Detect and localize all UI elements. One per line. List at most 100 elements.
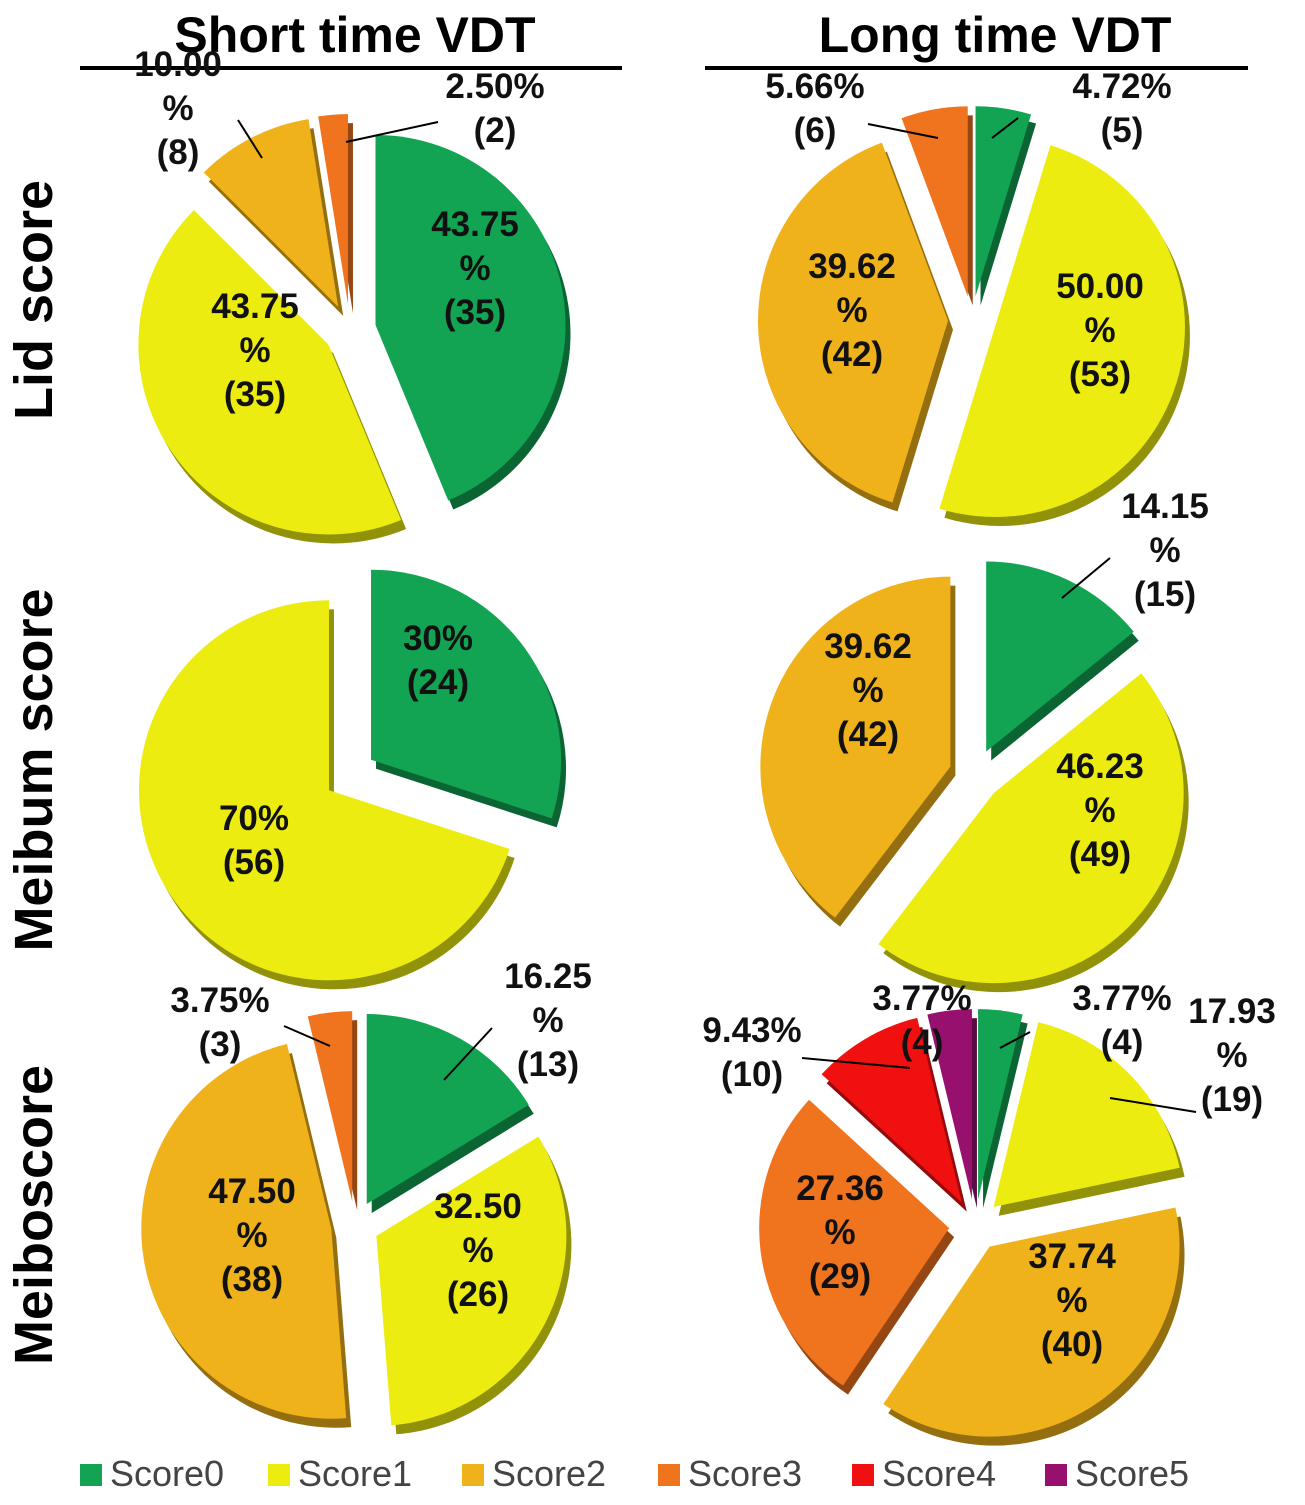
slice-label-score2: (40) bbox=[1041, 1325, 1103, 1364]
slice-label-score1: % bbox=[1084, 791, 1115, 830]
leader-line bbox=[801, 1057, 911, 1069]
leader-line bbox=[999, 1031, 1031, 1049]
slice-score1 bbox=[376, 1136, 567, 1426]
slice-label-score2: % bbox=[852, 671, 883, 710]
slice-score0 bbox=[975, 106, 1032, 297]
row-title-meibum: Meibum score bbox=[4, 588, 64, 951]
slice-score0 bbox=[375, 134, 566, 501]
slice-label-score2: % bbox=[1056, 1281, 1087, 1320]
slice-label-score4: 9.43% bbox=[702, 1011, 801, 1050]
slice-label-score0: 16.25 bbox=[504, 957, 592, 996]
slice-score1 bbox=[993, 1022, 1180, 1207]
slice-label-score0: (4) bbox=[1101, 1023, 1144, 1062]
slice-score3 bbox=[307, 1011, 353, 1202]
pie-4: 14.15% (15) 46.23% (49) 39.62% (42) bbox=[760, 487, 1209, 993]
slice-label-score0: 4.72% bbox=[1072, 67, 1171, 106]
row-title-lid: Lid score bbox=[4, 180, 64, 420]
column-title-short: Short time VDT bbox=[174, 7, 535, 63]
slice-label-score1: 17.93 bbox=[1188, 992, 1276, 1031]
leader-line bbox=[345, 121, 439, 143]
slice-label-score2: 39.62 bbox=[808, 247, 896, 286]
slice-label-score3: 2.50% bbox=[445, 67, 544, 106]
pie-3: 30% (24) 70% (56) bbox=[138, 569, 567, 990]
leader-line bbox=[1109, 1097, 1197, 1113]
slice-label-score1: (49) bbox=[1069, 835, 1131, 874]
slice-label-score2: (42) bbox=[821, 335, 883, 374]
slice-score3 bbox=[759, 1099, 950, 1386]
leader-line bbox=[1061, 557, 1111, 599]
slice-label-score1: (56) bbox=[223, 843, 285, 882]
slice-label-score1: 46.23 bbox=[1056, 747, 1144, 786]
legend-label-score4: Score4 bbox=[882, 1453, 996, 1494]
row-title-meiboscore: Meiboscore bbox=[4, 1065, 64, 1365]
slice-label-score2: 39.62 bbox=[824, 627, 912, 666]
slice-label-score3: (3) bbox=[199, 1025, 242, 1064]
slice-label-score1: % bbox=[1216, 1036, 1247, 1075]
legend-swatch-score3 bbox=[658, 1464, 680, 1486]
leader-line bbox=[991, 117, 1019, 139]
slice-label-score3: 3.75% bbox=[170, 981, 269, 1020]
slice-label-score2: (8) bbox=[157, 133, 200, 172]
slice-label-score0: (35) bbox=[444, 293, 506, 332]
pie-2: 4.72% (5) 50.00% (53) 39.62% (42) 5.66% (6) bbox=[758, 67, 1190, 527]
slice-label-score2: (42) bbox=[837, 715, 899, 754]
slice-label-score2: % bbox=[236, 1216, 267, 1255]
slice-score0 bbox=[978, 1009, 1023, 1200]
slice-label-score1: 43.75 bbox=[211, 287, 299, 326]
legend-label-score0: Score0 bbox=[110, 1453, 224, 1494]
slice-score5 bbox=[927, 1009, 972, 1200]
leader-line bbox=[237, 119, 263, 159]
slice-score1 bbox=[878, 673, 1184, 984]
legend-swatch-score5 bbox=[1045, 1464, 1067, 1486]
slice-label-score0: % bbox=[459, 249, 490, 288]
slice-label-score3: (2) bbox=[474, 111, 517, 150]
legend-label-score1: Score1 bbox=[298, 1453, 412, 1494]
legend-label-score3: Score3 bbox=[688, 1453, 802, 1494]
pie-6: 3.77% (4) 17.93% (19) 37.74% (40) 27.36% (29) 9.… bbox=[702, 979, 1276, 1446]
slice-label-score2: 47.50 bbox=[208, 1172, 296, 1211]
slice-score1 bbox=[939, 145, 1185, 518]
slice-label-score1: 50.00 bbox=[1056, 267, 1144, 306]
slice-label-score1: 70% bbox=[219, 799, 289, 838]
slice-label-score1: % bbox=[239, 331, 270, 370]
legend-label-score5: Score5 bbox=[1075, 1453, 1189, 1494]
legend-swatch-score0 bbox=[80, 1464, 102, 1486]
slice-score2 bbox=[141, 1044, 347, 1419]
column-title-long: Long time VDT bbox=[819, 7, 1172, 63]
leader-line bbox=[867, 123, 939, 139]
slice-label-score0: 3.77% bbox=[1072, 979, 1171, 1018]
slice-label-score0: 30% bbox=[403, 619, 473, 658]
slice-label-score2: 37.74 bbox=[1028, 1237, 1116, 1276]
slice-label-score3: 27.36 bbox=[796, 1169, 884, 1208]
slice-score1 bbox=[138, 600, 510, 981]
slice-label-score5: (4) bbox=[901, 1023, 944, 1062]
slice-label-score1: (53) bbox=[1069, 355, 1131, 394]
legend-swatch-score1 bbox=[268, 1464, 290, 1486]
slice-label-score3: (29) bbox=[809, 1257, 871, 1296]
legend-swatch-score2 bbox=[462, 1464, 484, 1486]
slice-label-score0: 43.75 bbox=[431, 205, 519, 244]
slice-score4 bbox=[821, 1017, 962, 1203]
slice-label-score3: 5.66% bbox=[765, 67, 864, 106]
pie-5: 16.25% (13) 32.50% (26) 47.50% (38) 3.75% (3) bbox=[141, 957, 592, 1435]
slice-label-score0: (24) bbox=[407, 663, 469, 702]
slice-score2 bbox=[883, 1207, 1180, 1437]
slice-label-score2: (38) bbox=[221, 1260, 283, 1299]
slice-label-score1: 32.50 bbox=[434, 1187, 522, 1226]
slice-label-score3: (6) bbox=[794, 111, 837, 150]
slice-label-score2: % bbox=[836, 291, 867, 330]
slice-label-score0: 14.15 bbox=[1121, 487, 1209, 526]
slice-label-score2: % bbox=[162, 89, 193, 128]
leader-line bbox=[443, 1027, 493, 1081]
slice-score0 bbox=[371, 569, 562, 819]
slice-label-score0: (15) bbox=[1134, 575, 1196, 614]
slice-score3 bbox=[318, 114, 348, 305]
legend: Score0 Score1 Score2 Score3 Score4 Score5 bbox=[80, 1453, 1189, 1494]
slice-score2 bbox=[760, 576, 951, 918]
slice-score3 bbox=[901, 106, 968, 297]
slice-label-score4: (10) bbox=[721, 1055, 783, 1094]
slice-label-score0: % bbox=[1149, 531, 1180, 570]
slice-label-score3: % bbox=[824, 1213, 855, 1252]
slice-label-score1: (26) bbox=[447, 1275, 509, 1314]
